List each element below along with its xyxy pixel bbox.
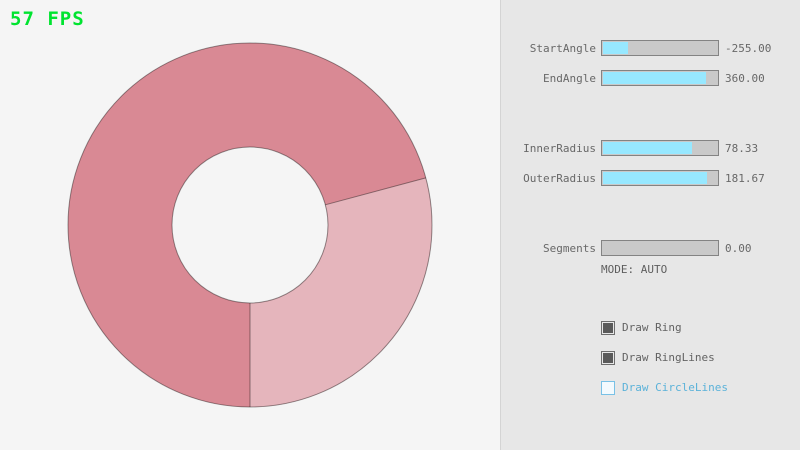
startangle-value: -255.00 [725, 42, 772, 55]
segments-mode-label: MODE: AUTO [601, 263, 668, 276]
outerradius-label: OuterRadius [523, 172, 596, 185]
segments-value: 0.00 [725, 242, 752, 255]
ring-inner-outline [171, 146, 329, 304]
segments-label: Segments [543, 242, 596, 255]
settings-panel: StartAngle -255.00 EndAngle 360.00 Inner… [500, 0, 800, 450]
innerradius-slider-fill [603, 142, 693, 154]
slider-row-startangle: StartAngle -255.00 [501, 40, 800, 56]
draw-circlelines-label: Draw CircleLines [622, 381, 728, 394]
draw-ring-checkbox[interactable] [601, 320, 615, 335]
draw-ringlines-label: Draw RingLines [622, 351, 715, 364]
draw-ringlines-checkbox[interactable] [601, 350, 615, 365]
endangle-value: 360.00 [725, 72, 765, 85]
checkbox-row-draw-ring: Draw Ring [601, 320, 682, 335]
endangle-slider-fill [603, 72, 706, 84]
outerradius-slider[interactable] [601, 170, 719, 186]
slider-row-outerradius: OuterRadius 181.67 [501, 170, 800, 186]
startangle-slider[interactable] [601, 40, 719, 56]
innerradius-value: 78.33 [725, 142, 759, 155]
startangle-slider-fill [603, 42, 628, 54]
segments-slider[interactable] [601, 240, 719, 256]
ring-light-sector [250, 177, 433, 407]
slider-row-endangle: EndAngle 360.00 [501, 70, 800, 86]
draw-circlelines-checkbox[interactable] [601, 380, 615, 395]
checkbox-row-draw-ringlines: Draw RingLines [601, 350, 715, 365]
ring-segment-line-top [325, 177, 426, 206]
ring-outlines [67, 42, 433, 408]
slider-row-innerradius: InnerRadius 78.33 [501, 140, 800, 156]
draw-ring-label: Draw Ring [622, 321, 682, 334]
endangle-slider[interactable] [601, 70, 719, 86]
startangle-label: StartAngle [529, 42, 596, 55]
checkbox-row-draw-circlelines: Draw CircleLines [601, 380, 728, 395]
ring-outer-outline [67, 42, 433, 408]
outerradius-value: 181.67 [725, 172, 765, 185]
fps-counter: 57 FPS [10, 8, 85, 30]
slider-row-segments: Segments 0.00 [501, 240, 800, 256]
innerradius-slider[interactable] [601, 140, 719, 156]
endangle-label: EndAngle [543, 72, 596, 85]
outerradius-slider-fill [603, 172, 707, 184]
ring-canvas [67, 42, 433, 408]
innerradius-label: InnerRadius [523, 142, 596, 155]
